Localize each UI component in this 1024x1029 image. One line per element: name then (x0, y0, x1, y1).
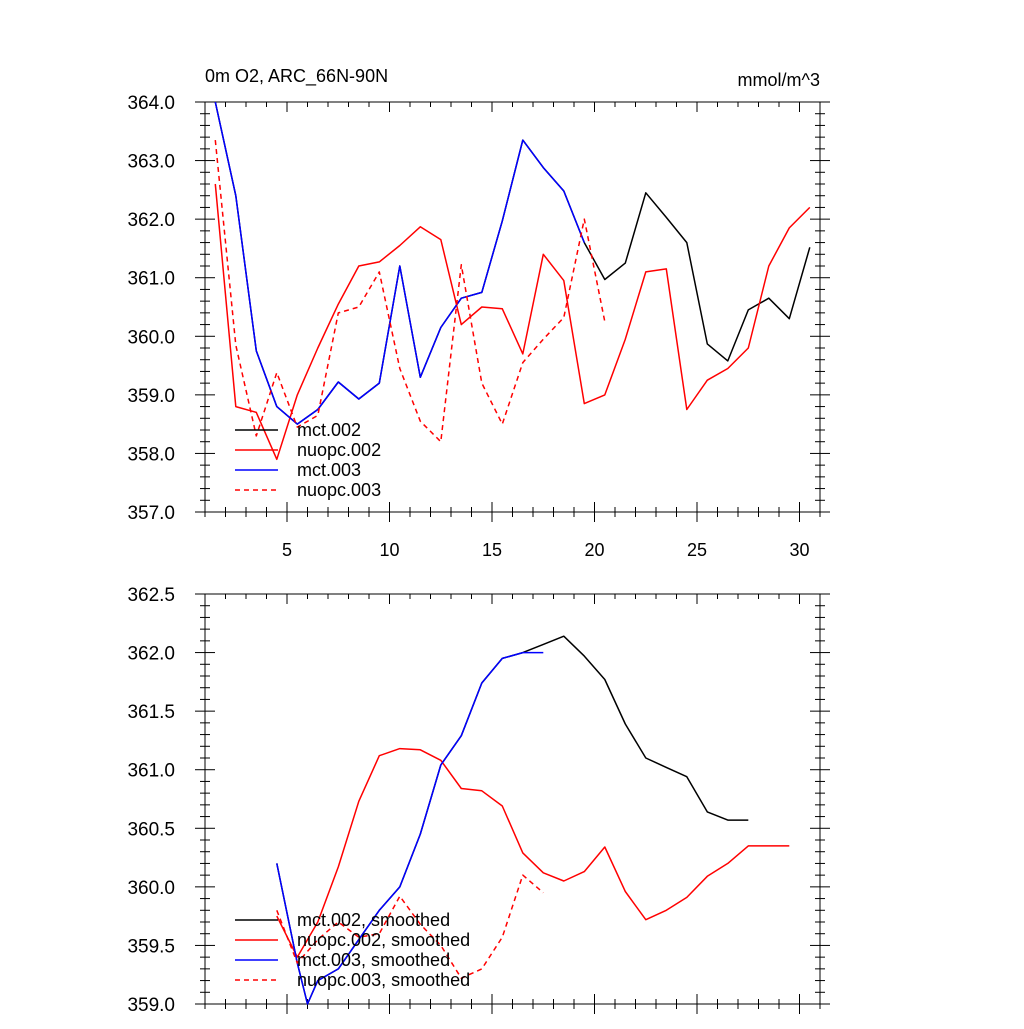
chart-panel-2: 359.0 359.5 360.0 360.5 361.0 361.5 362.0 362.5… (127, 585, 830, 1016)
y-tick-label: 361.0 (127, 761, 175, 782)
x-tick-label: 15 (482, 540, 502, 560)
y-tick-label: 359.5 (127, 936, 175, 957)
y-tick-label: 360.0 (127, 327, 175, 348)
chart-panel-1: 0m O2, ARC_66N-90N mmol/m^3 5 10 15 20 25 30 357… (127, 66, 830, 560)
legend-label: mct.003 (297, 460, 361, 480)
x-tick-label: 30 (789, 540, 809, 560)
y-tick-label: 362.0 (127, 644, 175, 665)
y-tick-label: 360.0 (127, 878, 175, 899)
legend-label: mct.002 (297, 420, 361, 440)
series-line-mct-003-smoothed (276, 651, 544, 1005)
x-tick-label: 10 (379, 540, 399, 560)
unit-label: mmol/m^3 (738, 70, 820, 90)
series-line-nuopc-003 (214, 140, 606, 443)
y-tick-label: 362.0 (127, 210, 175, 231)
legend-label: nuopc.002 (297, 440, 381, 460)
legend-label: nuopc.003 (297, 480, 381, 500)
series-line-mct-002 (214, 101, 811, 425)
series-line-nuopc-002-smoothed (276, 747, 790, 958)
y-tick-label: 361.0 (127, 269, 175, 290)
y-tick-label: 359.0 (127, 386, 175, 407)
y-tick-label: 360.5 (127, 819, 175, 840)
x-tick-label: 25 (687, 540, 707, 560)
legend-label: nuopc.002, smoothed (297, 930, 470, 950)
series-line-nuopc-003-smoothed (276, 874, 544, 979)
legend-label: mct.002, smoothed (297, 910, 450, 930)
y-tick-label: 363.0 (127, 152, 175, 173)
x-tick-label: 5 (282, 540, 292, 560)
y-tick-label: 364.0 (127, 93, 175, 114)
legend-label: nuopc.003, smoothed (297, 970, 470, 990)
y-tick-label: 358.0 (127, 444, 175, 465)
y-tick-label: 361.5 (127, 702, 175, 723)
series-line-mct-003 (214, 101, 585, 425)
y-tick-label: 359.0 (127, 995, 175, 1016)
y-tick-label: 362.5 (127, 585, 175, 606)
legend-label: mct.003, smoothed (297, 950, 450, 970)
x-tick-label: 20 (584, 540, 604, 560)
chart-title: 0m O2, ARC_66N-90N (205, 66, 388, 87)
series-line-nuopc-002 (214, 183, 811, 461)
y-tick-label: 357.0 (127, 503, 175, 524)
